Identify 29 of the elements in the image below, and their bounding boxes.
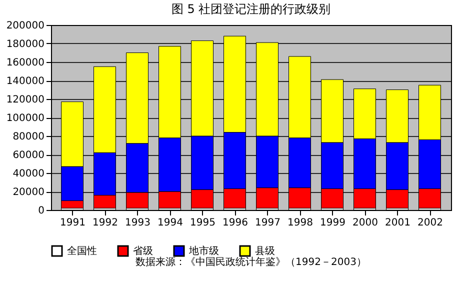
y-tick-label: 140000 [6,76,44,87]
x-tick-label: 1999 [320,218,346,228]
y-tick-label: 80000 [12,132,44,142]
y-tick-label: 100000 [6,113,44,124]
x-tick-label: 1993 [125,218,150,228]
legend-label: 县级 [255,245,275,257]
x-tick-label: 1997 [255,218,280,228]
y-tick-label: 20000 [12,187,44,198]
x-tick-label: 1991 [60,218,86,228]
source-note: 数据来源：《中国民政统计年鉴》（1992－2003） [136,256,366,268]
legend-label: 地市级 [188,245,219,257]
y-tick-label: 60000 [12,150,44,161]
x-tick-label: 1995 [190,218,216,228]
chart-title: 图 5 社团登记注册的行政级别 [171,2,331,16]
x-tick-label: 1992 [92,218,118,228]
y-tick-label: 200000 [6,20,44,32]
x-tick-label: 2001 [385,218,410,228]
x-tick-label: 1998 [288,218,313,228]
y-tick-label: 180000 [6,39,44,50]
legend-label: 全国性 [67,245,97,257]
x-tick-label: 2000 [352,218,378,228]
legend-label: 省级 [133,245,153,257]
y-tick-label: 0 [38,206,44,216]
y-tick-label: 160000 [6,58,44,68]
y-tick-label: 40000 [12,168,44,180]
x-tick-label: 1994 [158,218,183,228]
x-tick-label: 2002 [418,218,443,228]
x-tick-label: 1996 [222,218,248,228]
y-tick-label: 120000 [6,94,44,106]
